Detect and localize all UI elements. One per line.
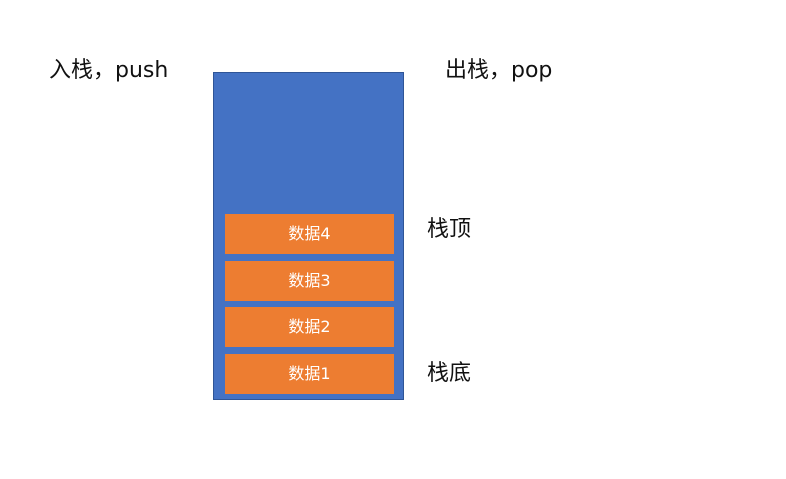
- stack-item-4: 数据4: [225, 214, 394, 254]
- stack-item-3: 数据3: [225, 261, 394, 301]
- pop-label: 出栈，pop: [445, 58, 553, 83]
- stack-top-label: 栈顶: [427, 217, 472, 242]
- stack-item-1: 数据1: [225, 354, 394, 394]
- stack-item-2: 数据2: [225, 307, 394, 347]
- push-label: 入栈，push: [49, 58, 169, 83]
- stack-container: 数据4 数据3 数据2 数据1: [213, 72, 404, 400]
- stack-bottom-label: 栈底: [427, 361, 472, 386]
